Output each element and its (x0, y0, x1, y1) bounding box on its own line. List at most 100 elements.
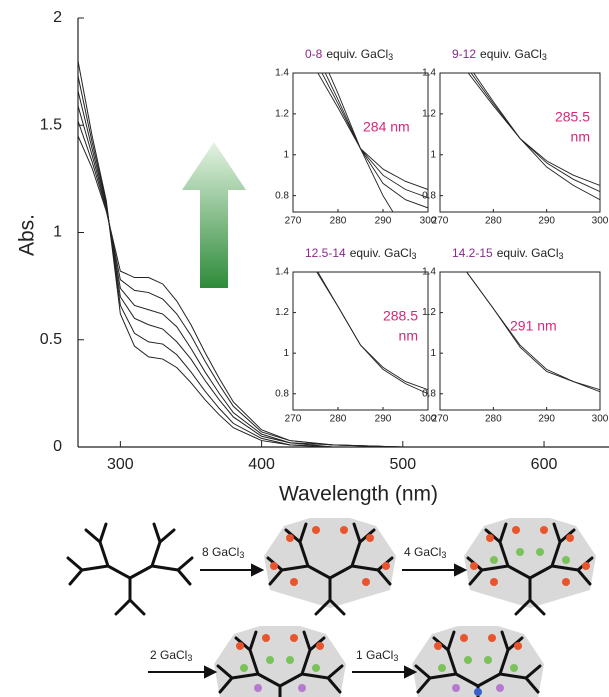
y-axis-label: Abs. (16, 214, 39, 256)
y-tick-label: 1.4 (275, 68, 289, 79)
y-tick-label: 1 (283, 149, 289, 160)
inset-frame (292, 271, 429, 411)
y-tick-label: 0.8 (422, 388, 436, 399)
inset-chart: 0.8 1 1.2 1.4 270 280 290 300 9-12 equiv. GaCl3 28… (422, 47, 609, 227)
inset-title-range: 14.2-15 (452, 246, 493, 260)
inset-title-range: 12.5-14 (305, 246, 346, 260)
crossing-annotation: nm (399, 328, 418, 344)
y-tick-label: 0.8 (422, 190, 436, 201)
spectrum-line (78, 60, 608, 447)
inset-title-text: equiv. GaCl (326, 47, 388, 61)
step-label: 4 GaCl3 (404, 545, 446, 560)
y-tick-label: 2 (53, 9, 62, 26)
inset-chart: 0.8 1 1.2 1.4 270 280 290 300 14.2-15 equiv. GaCl… (422, 246, 609, 424)
inset-title-text: equiv. GaCl (497, 246, 559, 260)
curves (317, 73, 428, 212)
x-tick-label: 500 (389, 456, 416, 473)
y-tick-label: 1.5 (40, 116, 62, 133)
y-tick-label: 1.2 (422, 109, 436, 120)
inset-title-sub: 3 (542, 52, 547, 62)
y-tick-label: 1.2 (422, 307, 436, 318)
step-sub: 3 (239, 550, 244, 560)
step-label: 1 GaCl3 (356, 648, 398, 663)
x-tick-label: 400 (248, 456, 275, 473)
inset-title-sub: 3 (412, 251, 417, 261)
x-tick-label: 280 (330, 414, 347, 425)
x-tick-label: 300 (107, 456, 134, 473)
inset-frame (439, 72, 601, 213)
x-tick-label: 270 (285, 414, 302, 425)
y-tick-label: 0.8 (275, 190, 289, 201)
spectrum-line (78, 105, 608, 447)
dendrimer (66, 522, 194, 616)
inset-title: 12.5-14 equiv. GaCl3 (305, 246, 417, 261)
curves (467, 73, 600, 201)
y-tick-label: 1.2 (275, 307, 289, 318)
y-tick-label: 1.4 (275, 267, 289, 278)
y-tick-label: 1.4 (422, 267, 436, 278)
crossing-annotation: 291 nm (510, 318, 557, 334)
y-tick-label: 1 (283, 348, 289, 359)
curves (316, 272, 428, 395)
crossing-annotation: 288.5 (383, 308, 418, 324)
inset-title-range: 9-12 (452, 47, 476, 61)
x-tick-label: 300 (592, 216, 609, 227)
x-tick-label: 280 (485, 414, 502, 425)
x-tick-label: 300 (592, 414, 609, 425)
dendrimer-complex (464, 518, 596, 616)
inset-title: 14.2-15 equiv. GaCl3 (452, 246, 564, 261)
spectrum-line (317, 73, 428, 190)
step-amount: 4 GaCl (404, 545, 441, 559)
x-tick-label: 270 (285, 216, 302, 227)
inset-title-sub: 3 (559, 251, 564, 261)
crossing-annotation: 285.5 (555, 109, 590, 125)
dendrimer-complex (264, 518, 396, 616)
x-tick-label: 290 (538, 414, 555, 425)
spectrum-line (316, 272, 428, 391)
step-label: 2 GaCl3 (150, 648, 192, 663)
main-chart: 0 0.5 1 1.5 2 300 400 500 600 Wavelength (nm) Abs. (16, 9, 609, 506)
inset-frame (292, 72, 429, 213)
increase-arrow (182, 142, 246, 288)
x-tick-label: 600 (531, 456, 558, 473)
crossing-annotation: nm (571, 129, 590, 145)
inset-title: 9-12 equiv. GaCl3 (452, 47, 547, 62)
spectrum-line (78, 90, 608, 447)
step-amount: 8 GaCl (202, 545, 239, 559)
spectrum-line (78, 135, 608, 447)
y-tick-label: 0 (53, 438, 62, 455)
curves (465, 272, 600, 393)
curves (78, 60, 608, 447)
x-axis-label: Wavelength (nm) (279, 483, 438, 506)
y-tick-label: 1.4 (422, 68, 436, 79)
inset-title: 0-8 equiv. GaCl3 (305, 47, 393, 62)
x-tick-label: 270 (432, 414, 449, 425)
step-amount: 2 GaCl (150, 648, 187, 662)
step-label: 8 GaCl3 (202, 545, 244, 560)
spectrum-line (78, 75, 608, 447)
inset-frame (439, 271, 601, 411)
spectrum-line (467, 73, 600, 186)
inset-chart: 0.8 1 1.2 1.4 270 280 290 300 12.5-14 equiv. GaCl… (275, 246, 437, 425)
y-tick-label: 1 (430, 348, 436, 359)
inset-title-sub: 3 (388, 52, 393, 62)
step-amount: 1 GaCl (356, 648, 393, 662)
x-tick-label: 290 (375, 414, 392, 425)
inset-title-range: 0-8 (305, 47, 323, 61)
x-tick-label: 290 (538, 216, 555, 227)
x-tick-label: 280 (330, 216, 347, 227)
step-sub: 3 (187, 653, 192, 663)
step-sub: 3 (393, 653, 398, 663)
y-tick-label: 1 (430, 149, 436, 160)
inset-title-text: equiv. GaCl (350, 246, 412, 260)
spectrum-line (78, 120, 608, 447)
x-tick-label: 300 (420, 216, 437, 227)
y-tick-label: 0.5 (40, 331, 62, 348)
x-tick-label: 270 (432, 216, 449, 227)
dendrimer-complex (214, 626, 346, 697)
y-tick-label: 1 (53, 224, 62, 241)
x-tick-label: 280 (485, 216, 502, 227)
spectrum-line (465, 272, 600, 391)
